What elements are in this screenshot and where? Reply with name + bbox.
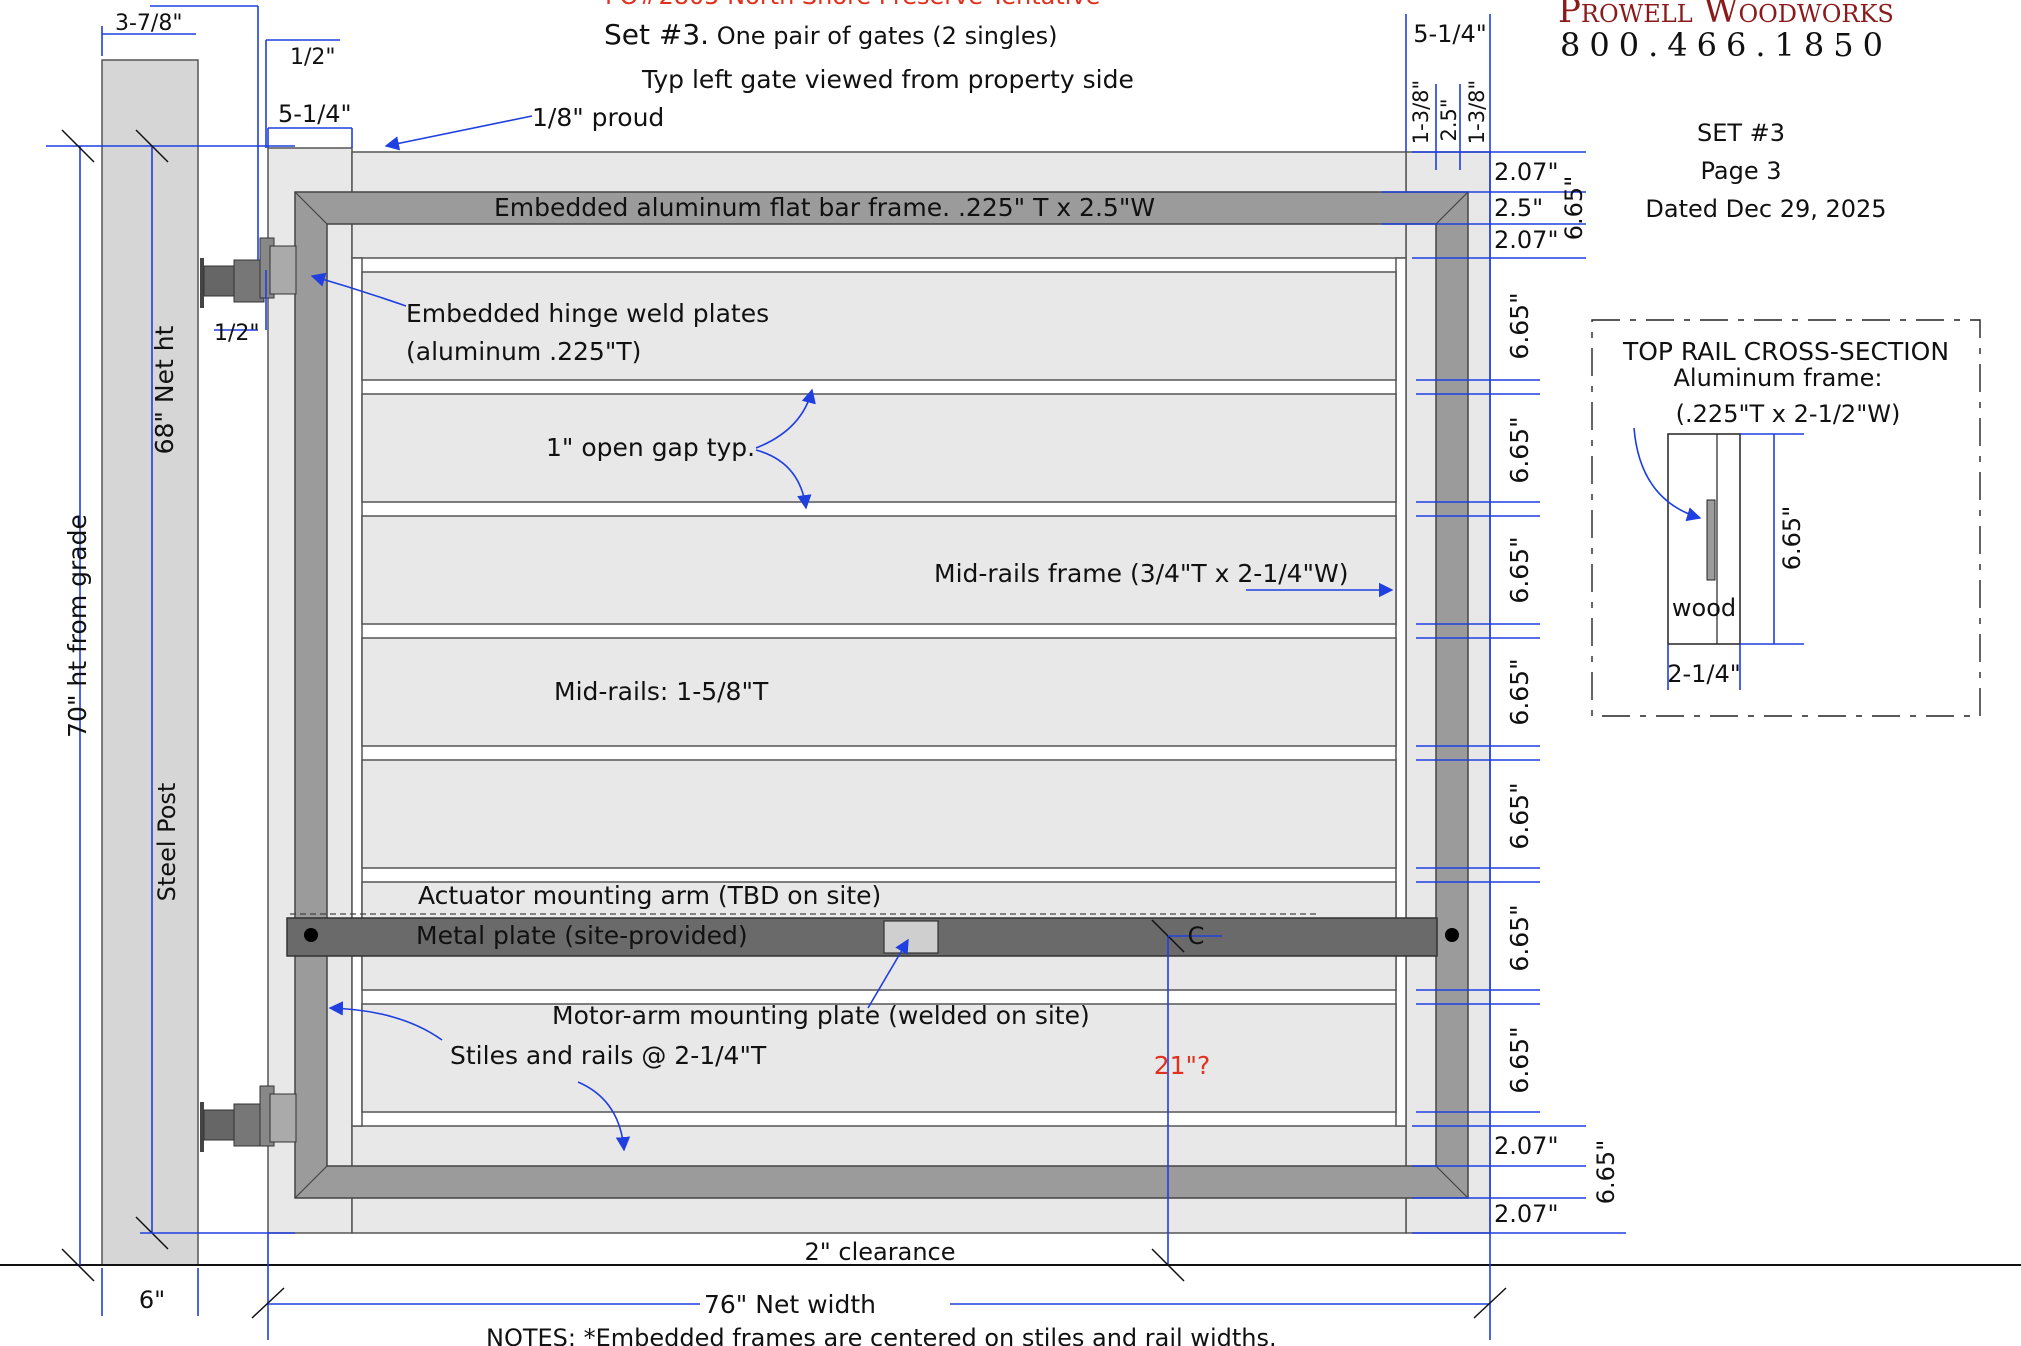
set-title: Set #3. One pair of gates (2 singles) bbox=[604, 18, 1057, 51]
company-phone: 800.466.1850 bbox=[1560, 26, 1892, 64]
mid-rails-frame-right bbox=[1395, 257, 1407, 1127]
dim-top-a: 2.07" bbox=[1494, 158, 1558, 186]
steel-post-label: Steel Post bbox=[153, 783, 181, 902]
dim-r3: 1-3/8" bbox=[1465, 80, 1489, 144]
clearance-label: 2" clearance bbox=[804, 1238, 955, 1266]
left-dimensions bbox=[46, 5, 353, 1316]
stiles-arrow-left bbox=[328, 1001, 443, 1041]
dim-half-top: 1/2" bbox=[290, 45, 336, 70]
cross-section-title: TOP RAIL CROSS-SECTION bbox=[1622, 337, 1949, 366]
dim-r1: 1-3/8" bbox=[1409, 80, 1433, 144]
set-desc: One pair of gates (2 singles) bbox=[709, 22, 1057, 50]
dim-r2: 2.5" bbox=[1437, 98, 1461, 141]
dim-bay: 6.65" bbox=[1505, 1026, 1534, 1093]
frame-miter bbox=[294, 1165, 328, 1199]
notes: NOTES: *Embedded frames are centered on … bbox=[486, 1324, 1277, 1346]
dim-top-total: 6.65" bbox=[1560, 176, 1588, 240]
cross-section-material: wood bbox=[1672, 594, 1736, 622]
mid-rail bbox=[361, 393, 1397, 503]
cross-section-line2: (.225"T x 2-1/2"W) bbox=[1676, 400, 1901, 428]
hinge-plates-arrow bbox=[310, 272, 407, 307]
dim-half-bottom: 1/2" bbox=[214, 321, 260, 346]
cross-section-width: 2-1/4" bbox=[1667, 660, 1741, 688]
dim-bay: 6.65" bbox=[1505, 904, 1534, 971]
motor-plate-label: Motor-arm mounting plate (welded on site… bbox=[552, 1001, 1090, 1030]
dim-bottom-total: 6.65" bbox=[1592, 1140, 1620, 1204]
dim-bottom-b: 2.07" bbox=[1494, 1200, 1558, 1228]
dim-stile-width-right: 5-1/4" bbox=[1413, 20, 1487, 48]
cross-section-wood bbox=[1667, 433, 1741, 645]
dim-grade-height: 70" ht from grade bbox=[63, 514, 92, 738]
dim-top-b: 2.5" bbox=[1494, 194, 1543, 222]
bottom-dimensions bbox=[251, 919, 1507, 1340]
stiles-label: Stiles and rails @ 2-1/4"T bbox=[450, 1041, 767, 1070]
dim-net-width: 76" Net width bbox=[704, 1290, 876, 1319]
motor-arm-plate bbox=[883, 920, 939, 954]
mid-rail bbox=[361, 271, 1397, 381]
midrails-label: Mid-rails: 1-5/8"T bbox=[554, 677, 769, 706]
mid-rail bbox=[361, 637, 1397, 747]
mid-rail bbox=[361, 1003, 1397, 1113]
bolt-icon bbox=[304, 928, 318, 942]
dim-bay: 6.65" bbox=[1505, 658, 1534, 725]
view-note: Typ left gate viewed from property side bbox=[641, 65, 1134, 94]
frame-miter bbox=[1435, 1165, 1469, 1199]
mid-rail bbox=[361, 759, 1397, 869]
dim-bottom-a: 2.07" bbox=[1494, 1132, 1558, 1160]
height-question: 21"? bbox=[1154, 1051, 1211, 1080]
dim-net-height: 68" Net ht bbox=[150, 325, 179, 454]
dim-bay: 6.65" bbox=[1505, 416, 1534, 483]
metal-plate-label: Metal plate (site-provided) bbox=[416, 921, 748, 950]
mid-rails bbox=[361, 271, 1397, 1113]
gate bbox=[267, 147, 1491, 1234]
steel-post bbox=[101, 59, 199, 1266]
hinge-top bbox=[200, 237, 297, 308]
cross-section-height: 6.65" bbox=[1778, 506, 1806, 570]
centerline-mark: C bbox=[1188, 922, 1205, 950]
cross-section-arrow bbox=[1633, 427, 1702, 522]
dated-label: Dated Dec 29, 2025 bbox=[1645, 195, 1886, 223]
motor-plate-arrow bbox=[867, 938, 909, 1009]
hinge-bottom bbox=[200, 1085, 297, 1152]
mid-rails-frame-left bbox=[351, 257, 363, 1127]
gap-label: 1" open gap typ. bbox=[546, 433, 755, 462]
hinge-plates-label-2: (aluminum .225"T) bbox=[406, 337, 641, 366]
dim-bay: 6.65" bbox=[1505, 536, 1534, 603]
company-name: Prowell Woodworks bbox=[1558, 0, 1894, 31]
dim-stile-width-left: 5-1/4" bbox=[278, 100, 352, 128]
gap-arrow-down bbox=[755, 449, 812, 510]
cross-section-bar bbox=[1706, 499, 1716, 581]
cross-section-line1: Aluminum frame: bbox=[1673, 364, 1882, 392]
hinge-plates-label-1: Embedded hinge weld plates bbox=[406, 299, 769, 328]
frame-label: Embedded aluminum flat bar frame. .225" … bbox=[494, 193, 1155, 222]
set-prefix: Set #3. bbox=[604, 18, 709, 51]
dim-bay: 6.65" bbox=[1505, 782, 1534, 849]
metal-plate bbox=[286, 917, 1438, 957]
dim-post-width-top: 3-7/8" bbox=[115, 11, 182, 36]
gap-arrow-up bbox=[755, 388, 816, 449]
right-dimensions bbox=[1382, 14, 1626, 1234]
cut-header: PO#2805 North Shore Preserve Tentative bbox=[605, 0, 1100, 10]
dim-top-c: 2.07" bbox=[1494, 226, 1558, 254]
cross-section-box bbox=[1591, 319, 1981, 717]
dim-bay: 6.65" bbox=[1505, 292, 1534, 359]
proud-arrow bbox=[384, 115, 533, 151]
actuator-label: Actuator mounting arm (TBD on site) bbox=[418, 881, 881, 910]
bolt-icon bbox=[1445, 928, 1459, 942]
dim-post-width-bottom: 6" bbox=[139, 1286, 165, 1314]
page-label: Page 3 bbox=[1701, 157, 1782, 185]
set-label: SET #3 bbox=[1697, 119, 1785, 147]
frame-miter bbox=[294, 191, 328, 225]
midrails-frame-label: Mid-rails frame (3/4"T x 2-1/4"W) bbox=[934, 559, 1349, 588]
proud-label: 1/8" proud bbox=[532, 103, 664, 132]
stiles-arrow-down bbox=[577, 1081, 631, 1152]
frame-miter bbox=[1435, 191, 1469, 225]
mid-rail bbox=[361, 515, 1397, 625]
